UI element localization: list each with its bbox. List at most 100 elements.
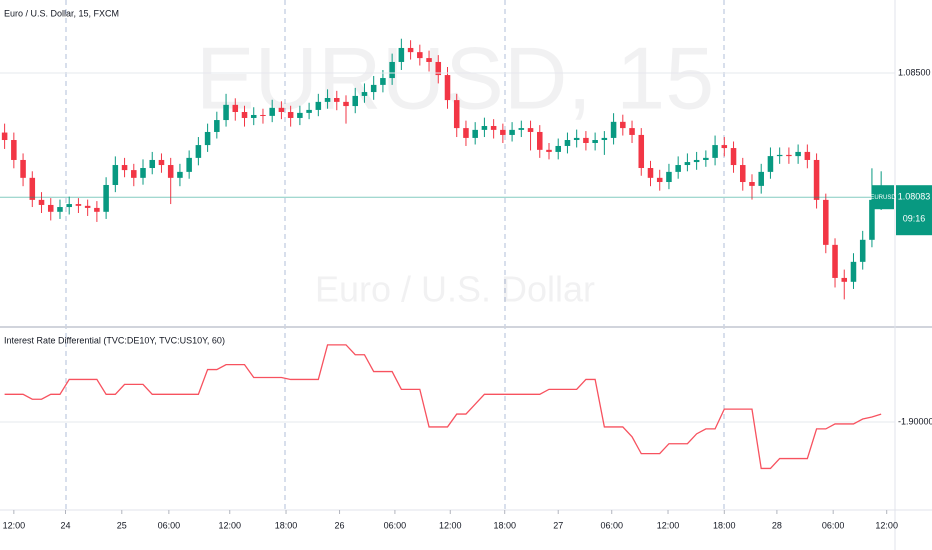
candle-body	[398, 47, 405, 62]
chart-title: Euro / U.S. Dollar, 15, FXCM	[4, 8, 119, 18]
candle-body	[334, 98, 340, 102]
candle-body	[186, 157, 192, 172]
candle-body	[29, 177, 36, 200]
candle-body	[352, 95, 358, 107]
candle-body	[527, 128, 534, 132]
candle-body	[57, 207, 63, 212]
candle-body	[250, 114, 257, 118]
x-tick-label: 12:00	[218, 520, 241, 530]
y-tick-label: 1.08500	[898, 67, 931, 77]
candle-body	[758, 171, 764, 186]
candle-body	[269, 107, 275, 116]
candle-body	[693, 159, 700, 163]
candle-body	[306, 109, 312, 113]
candle-body	[546, 149, 552, 152]
candle-body	[804, 151, 811, 160]
candle-body	[407, 47, 414, 53]
session-breaks	[65, 0, 725, 510]
candle-body	[444, 75, 451, 101]
candle-body	[177, 171, 183, 178]
countdown-label: 09:16	[903, 214, 926, 224]
candle-body	[841, 277, 848, 282]
candle-body	[103, 184, 109, 212]
price-badge	[896, 185, 932, 236]
candle-body	[518, 128, 525, 130]
last-price-label: 1.08083	[898, 192, 931, 202]
candle-body	[204, 131, 211, 146]
candle-body	[84, 205, 91, 208]
candle-body	[370, 84, 377, 93]
candle-body	[232, 104, 239, 113]
x-tick-label: 06:00	[384, 520, 407, 530]
candle-body	[703, 157, 709, 160]
x-tick-label: 06:00	[600, 520, 623, 530]
candle-body	[20, 159, 26, 178]
candle-body	[463, 128, 469, 138]
candle-body	[795, 151, 801, 157]
candle-body	[278, 107, 285, 113]
candle-body	[601, 137, 608, 141]
candle-body	[850, 261, 857, 282]
candle-body	[481, 126, 488, 130]
candle-body	[564, 140, 571, 146]
y-tick-label: -1.90000	[898, 416, 932, 426]
candle-body	[343, 101, 349, 107]
candle-body	[389, 61, 395, 79]
x-tick-label: 06:00	[158, 520, 181, 530]
candle-body	[472, 129, 478, 138]
candle-body	[776, 154, 783, 157]
candle-body	[140, 168, 146, 178]
x-tick-label: 18:00	[713, 520, 736, 530]
x-tick-label: 12:00	[439, 520, 462, 530]
candle-body	[712, 145, 718, 158]
candle-body	[592, 140, 598, 143]
candle-body	[94, 207, 100, 212]
x-tick-label: 12:00	[875, 520, 898, 530]
symbol-badge	[872, 185, 894, 210]
candle-body	[1, 132, 8, 141]
x-tick-label: 06:00	[822, 520, 845, 530]
candle-body	[435, 61, 442, 76]
candle-body	[869, 199, 875, 240]
candle-body	[38, 199, 45, 205]
candle-body	[666, 171, 672, 183]
candle-body	[297, 112, 303, 118]
candle-body	[656, 177, 663, 183]
x-tick-label: 18:00	[493, 520, 516, 530]
candle-body	[749, 182, 755, 186]
x-tick-label: 24	[61, 520, 71, 530]
x-tick-label: 12:00	[657, 520, 680, 530]
watermark-subtitle: Euro / U.S. Dollar	[315, 269, 595, 310]
candle-body	[823, 199, 829, 245]
candle-body	[721, 145, 728, 149]
candle-body	[417, 52, 423, 59]
candle-body	[260, 114, 266, 116]
candle-body	[380, 78, 386, 85]
candle-body	[555, 145, 561, 152]
candle-body	[537, 131, 543, 150]
x-tick-label: 26	[335, 520, 345, 530]
candle-body	[500, 129, 506, 135]
candle-body	[684, 162, 691, 166]
x-tick-label: 18:00	[275, 520, 298, 530]
candle-body	[241, 112, 248, 118]
candle-body	[66, 204, 72, 208]
x-tick-label: 12:00	[3, 520, 26, 530]
candle-body	[490, 126, 497, 130]
candle-body	[121, 165, 128, 171]
candle-body	[287, 112, 294, 118]
candle-body	[629, 128, 635, 135]
candle-body	[675, 165, 681, 172]
candle-body	[509, 129, 515, 135]
candle-body	[214, 120, 220, 132]
candle-body	[813, 159, 820, 200]
candle-body	[315, 101, 322, 110]
candle-body	[195, 145, 202, 158]
candle-body	[739, 165, 746, 183]
x-tick-label: 25	[117, 520, 127, 530]
candle-body	[324, 98, 331, 102]
symbol-label: EURUSD	[870, 195, 896, 201]
candle-body	[167, 165, 174, 178]
candle-body	[131, 170, 137, 178]
